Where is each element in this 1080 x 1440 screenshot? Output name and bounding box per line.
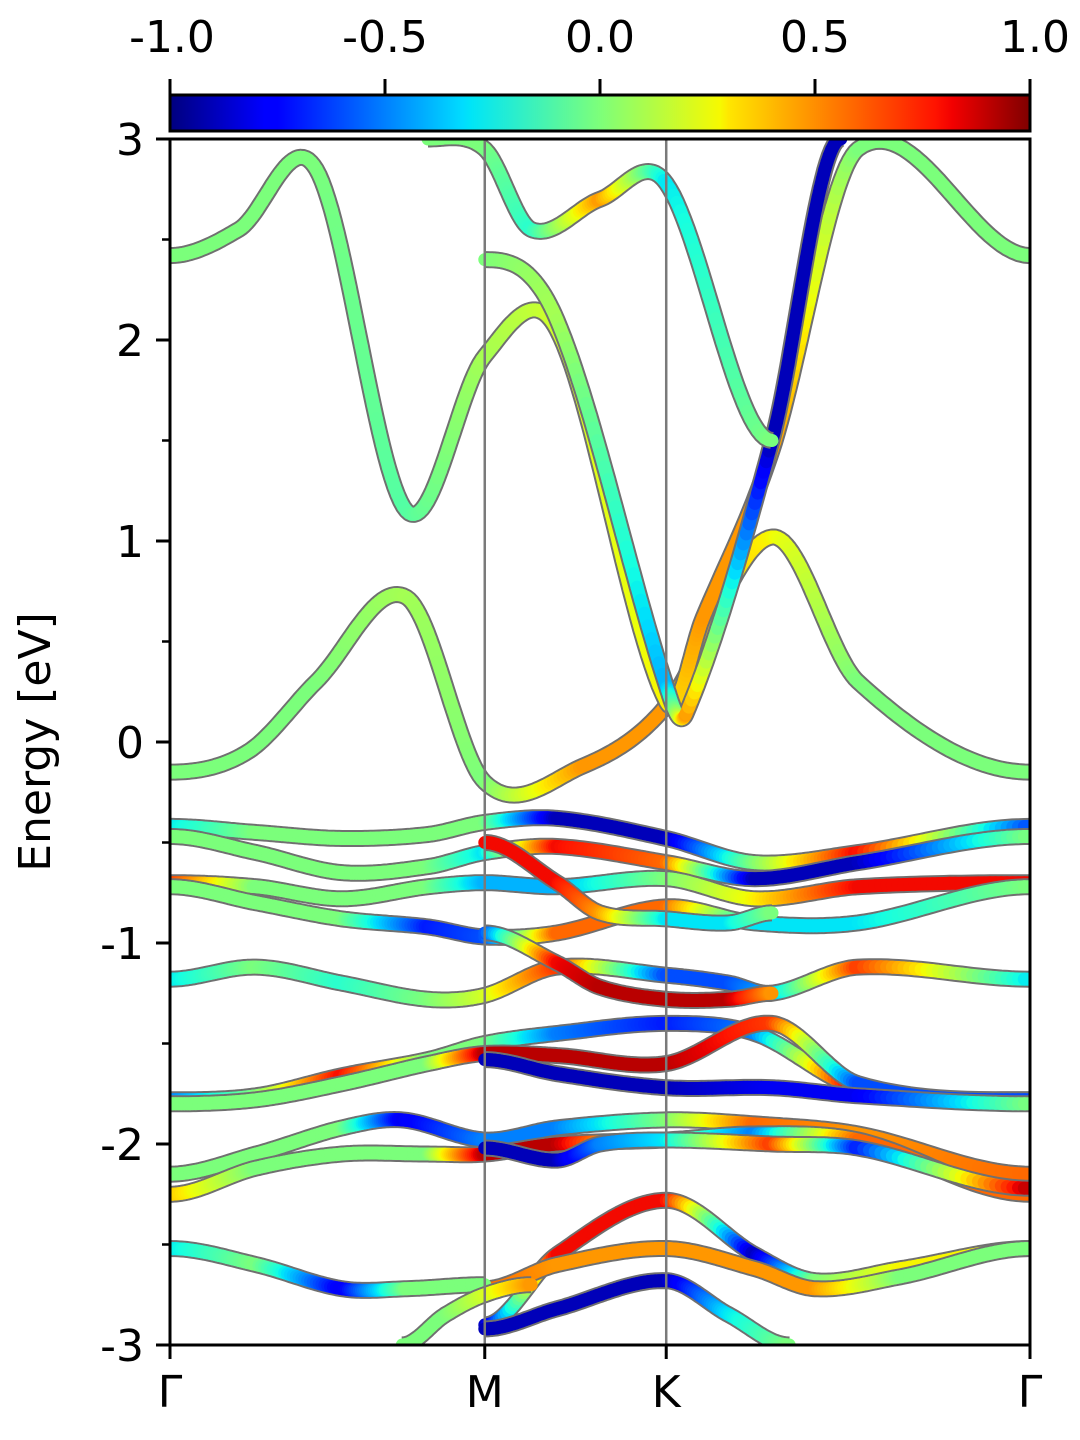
band-7 [170,878,1030,946]
band-0 [170,528,1030,804]
colorbar-tick-label: -0.5 [342,12,428,63]
band-3 [421,139,779,449]
band-10 [478,924,780,1009]
x-tick-label: Γ [1018,1367,1043,1418]
band-8 [478,834,780,932]
y-axis-ticks: 3 2 1 0 -1 -2 -3 [100,115,170,1372]
band-outline [421,139,777,449]
colorbar-ticks: -1.0 -0.5 0.0 0.5 1.0 [129,12,1070,95]
band-segment [762,433,779,447]
colorbar-tick-label: 0.0 [565,12,635,63]
y-tick-label: 0 [116,718,144,769]
x-tick-label: K [652,1367,682,1418]
band-19 [170,1240,492,1299]
y-tick-label: -3 [100,1321,144,1372]
x-tick-label: Γ [158,1367,183,1418]
y-tick-label: 3 [116,115,144,166]
y-tick-label: 2 [116,316,144,367]
y-tick-label: 1 [116,517,144,568]
band-13 [478,1051,1030,1113]
colorbar-tick-label: 0.5 [780,12,850,63]
band-6 [170,869,1030,908]
band-16 [478,1131,1030,1197]
high-symmetry-lines [483,139,668,1345]
y-tick-label: -2 [100,1120,144,1171]
band-4 [170,809,1030,872]
y-axis-label: Energy [eV] [10,612,61,872]
colorbar-gradient [168,93,1032,133]
band-21 [395,1276,539,1345]
colorbar: -1.0 -0.5 0.0 0.5 1.0 [129,12,1070,133]
colorbar-tick-label: -1.0 [129,12,215,63]
colorbar-tick-label: 1.0 [1000,12,1070,63]
y-tick-label: -1 [100,919,144,970]
x-tick-label: M [466,1367,504,1418]
bands [170,139,1030,1345]
